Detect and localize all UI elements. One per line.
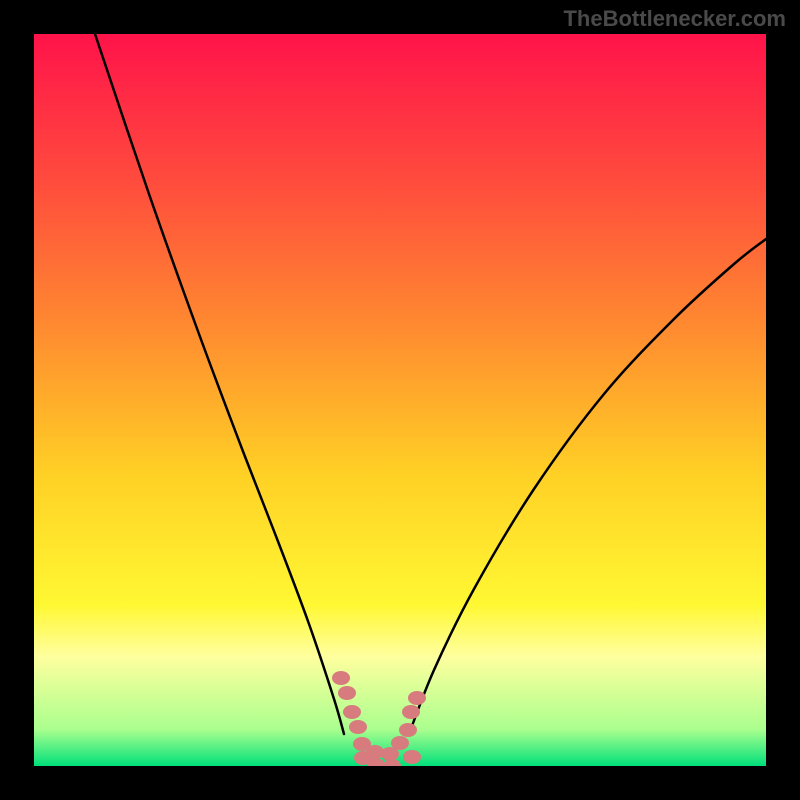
valley-marker: [403, 750, 421, 764]
curve-right: [409, 239, 766, 734]
valley-marker: [367, 758, 385, 772]
valley-marker: [383, 759, 401, 773]
valley-marker: [349, 720, 367, 734]
valley-marker: [343, 705, 361, 719]
valley-marker: [332, 671, 350, 685]
watermark-text: TheBottlenecker.com: [563, 6, 786, 32]
valley-marker: [399, 723, 417, 737]
curve-left: [95, 34, 344, 734]
valley-marker: [338, 686, 356, 700]
valley-marker: [402, 705, 420, 719]
valley-marker: [408, 691, 426, 705]
stage: TheBottlenecker.com: [0, 0, 800, 800]
valley-marker: [366, 745, 384, 759]
chart-svg: [0, 0, 800, 800]
valley-marker: [391, 736, 409, 750]
